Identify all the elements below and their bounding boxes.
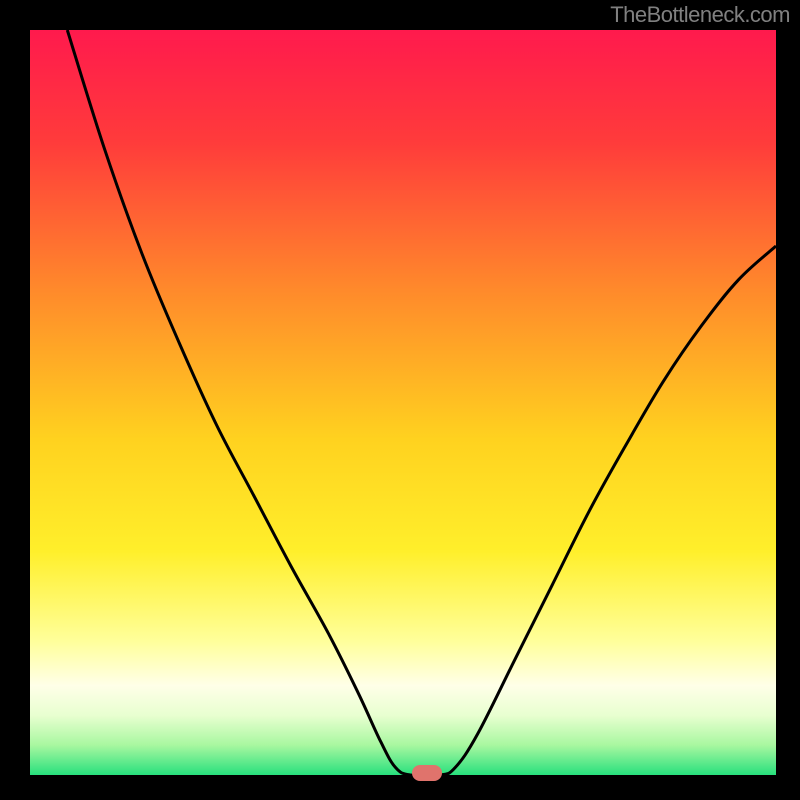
plot-area <box>30 30 776 775</box>
plot-background <box>30 30 776 775</box>
watermark-text: TheBottleneck.com <box>610 2 790 28</box>
chart-container: TheBottleneck.com <box>0 0 800 800</box>
optimum-marker <box>412 765 442 781</box>
